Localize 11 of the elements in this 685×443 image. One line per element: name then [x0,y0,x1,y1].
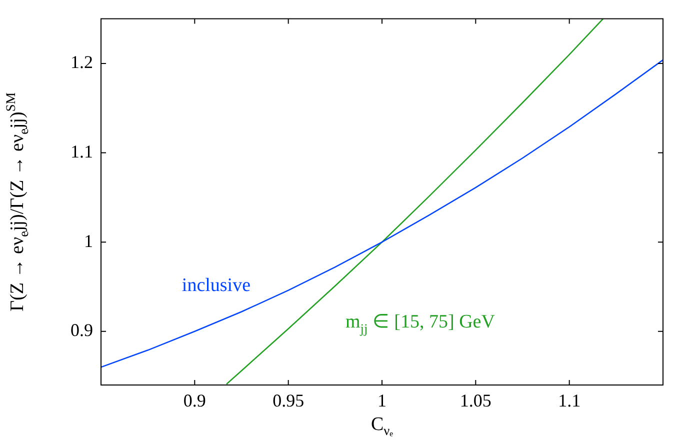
y-tick-label: 1 [84,230,93,251]
y-tick-label: 1.1 [70,142,93,162]
x-tick-label: 1.1 [558,390,581,411]
x-tick-label: 1 [378,390,386,411]
annotation: inclusive [182,275,251,296]
y-tick-label: 1.2 [70,52,93,72]
x-tick-label: 1.05 [460,390,492,411]
y-tick-label: 0.9 [70,320,93,340]
x-tick-label: 0.95 [272,390,304,411]
y-axis-title: Γ(Z → eνejj)/Γ(Z → eνejj)SM [2,92,32,312]
x-tick-label: 0.9 [183,390,206,411]
